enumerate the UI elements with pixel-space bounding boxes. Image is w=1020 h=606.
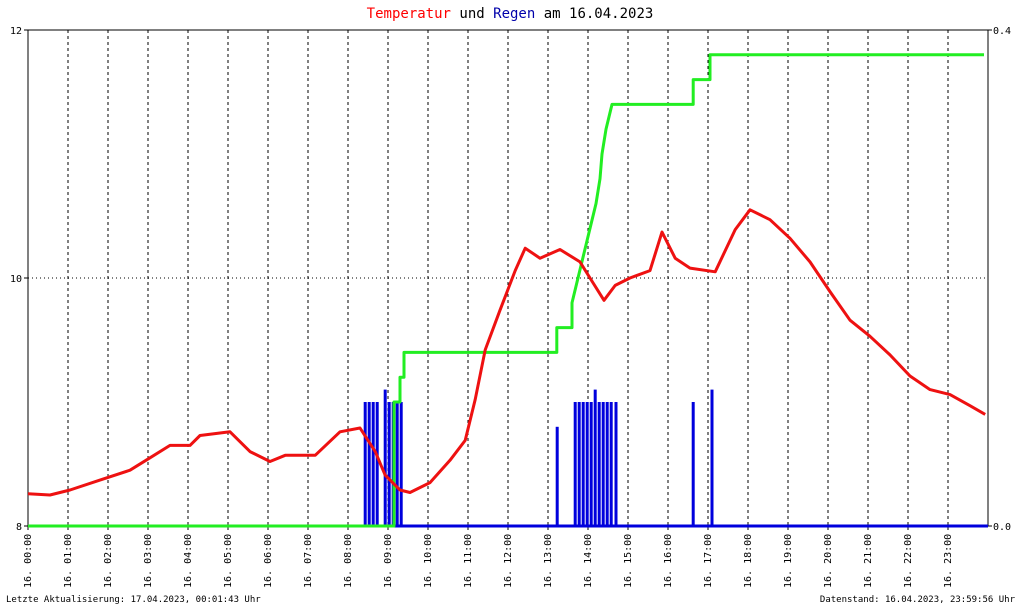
bar <box>577 402 581 526</box>
footer-left: Letzte Aktualisierung: 17.04.2023, 00:01… <box>6 595 261 605</box>
x-tick-label: 16. 21:00 <box>863 534 874 588</box>
bar <box>581 402 585 526</box>
x-tick-label: 16. 05:00 <box>223 534 234 588</box>
title-part: Temperatur <box>367 6 451 22</box>
x-tick-label: 16. 02:00 <box>103 534 114 588</box>
x-tick-label: 16. 09:00 <box>383 534 394 588</box>
bar <box>363 402 367 526</box>
bar <box>585 402 589 526</box>
bar <box>609 402 613 526</box>
y-tick-label: 12 <box>10 26 22 37</box>
x-tick-label: 16. 14:00 <box>583 534 594 588</box>
footer-right: Datenstand: 16.04.2023, 23:59:56 Uhr <box>820 595 1016 605</box>
title-part: am 16.04.2023 <box>544 6 654 22</box>
bar <box>593 389 597 526</box>
x-tick-label: 16. 13:00 <box>543 534 554 588</box>
x-tick-label: 16. 15:00 <box>623 534 634 588</box>
x-tick-label: 16. 17:00 <box>703 534 714 588</box>
x-tick-label: 16. 11:00 <box>463 534 474 588</box>
bar <box>395 402 399 526</box>
bar <box>375 402 379 526</box>
y-tick-label: 8 <box>16 522 22 533</box>
bar <box>367 402 371 526</box>
bar <box>573 402 577 526</box>
x-tick-label: 16. 06:00 <box>263 534 274 588</box>
x-tick-label: 16. 01:00 <box>63 534 74 588</box>
bar <box>383 389 387 526</box>
x-tick-label: 16. 20:00 <box>823 534 834 588</box>
y2-tick-label: 0.4 <box>993 26 1011 37</box>
x-tick-label: 16. 16:00 <box>663 534 674 588</box>
bar <box>589 402 593 526</box>
bar <box>387 402 391 526</box>
x-tick-label: 16. 03:00 <box>143 534 154 588</box>
line <box>27 208 986 497</box>
bar <box>605 402 609 526</box>
bar <box>614 402 618 526</box>
bar <box>399 402 403 526</box>
x-tick-label: 16. 10:00 <box>423 534 434 588</box>
x-tick-label: 16. 19:00 <box>783 534 794 588</box>
x-tick-label: 16. 22:00 <box>903 534 914 588</box>
title-part: und <box>459 6 484 22</box>
x-tick-label: 16. 23:00 <box>943 534 954 588</box>
x-tick-label: 16. 08:00 <box>343 534 354 588</box>
x-tick-label: 16. 07:00 <box>303 534 314 588</box>
bar <box>691 402 695 526</box>
title-part: Regen <box>493 6 535 22</box>
bar <box>555 426 559 526</box>
bar <box>710 389 714 526</box>
x-tick-label: 16. 12:00 <box>503 534 514 588</box>
bar <box>601 402 605 526</box>
bar <box>371 402 375 526</box>
y-tick-label: 10 <box>10 274 22 285</box>
y2-tick-label: 0.0 <box>993 522 1011 533</box>
x-tick-label: 16. 04:00 <box>183 534 194 588</box>
x-tick-label: 16. 18:00 <box>743 534 754 588</box>
bar <box>597 402 601 526</box>
chart-title: Temperatur und Regen am 16.04.2023 <box>367 6 654 22</box>
x-tick-label: 16. 00:00 <box>23 534 34 588</box>
